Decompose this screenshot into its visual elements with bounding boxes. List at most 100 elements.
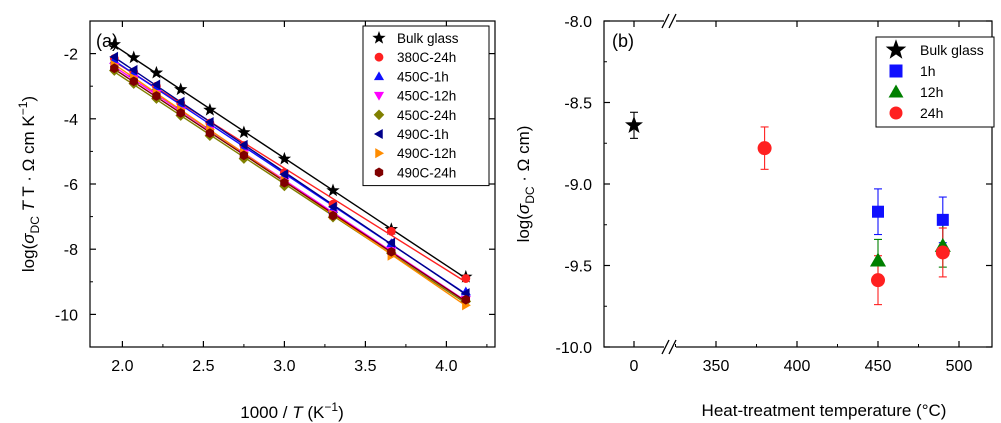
panel-a-x-axis-label: 1000 / T (K−1): [240, 400, 343, 422]
legend-label: 1h: [920, 63, 936, 79]
data-point: [107, 37, 121, 51]
x-tick-label: 500: [946, 358, 973, 375]
panel-b-ticks: 0 350 400 450 500 -8.0 -8.5 -9.0 -9.5 -10.0: [556, 14, 992, 375]
y-tick-label: -4: [64, 112, 78, 129]
data-point: [129, 76, 138, 87]
panel-a-ticks: 2.0 2.5 3.0 3.5 4.0 -2 -4 -6 -8 -10: [55, 20, 495, 375]
legend-box: [362, 25, 490, 187]
legend-marker: [372, 30, 386, 44]
legend-label: Bulk glass: [920, 42, 984, 58]
legend-label: 490C-12h: [397, 146, 456, 161]
fit-line: [113, 44, 467, 279]
panel-a-y-axis-label: log(σDC T T · Ω cm K−1): [16, 96, 42, 272]
break-slash: [661, 13, 670, 29]
legend-marker: [373, 109, 385, 121]
data-point: [935, 245, 950, 260]
y-tick-label: -6: [64, 177, 78, 194]
data-point: [460, 288, 470, 299]
data-point: [239, 150, 249, 161]
break-gap: [664, 18, 676, 24]
data-point: [279, 169, 289, 180]
y-tick-label: -8.5: [564, 96, 592, 113]
break-slash: [668, 339, 677, 355]
x-tick-label: 4.0: [435, 358, 457, 375]
data-point: [176, 108, 185, 118]
data-point: [238, 139, 248, 150]
fit-line: [113, 68, 467, 303]
data-point: [387, 246, 396, 257]
legend-marker: [888, 84, 904, 98]
legend-label: 490C-1h: [397, 127, 449, 142]
legend-label: 450C-24h: [397, 108, 456, 123]
data-point: [237, 125, 251, 139]
data-point: [872, 205, 884, 218]
data-point: [109, 51, 119, 62]
break-slash: [668, 13, 677, 29]
x-tick-label: 450: [865, 358, 892, 375]
legend-marker: [885, 39, 907, 59]
legend-marker: [373, 71, 385, 81]
data-point: [204, 117, 214, 128]
data-point: [205, 128, 215, 138]
legend-marker: [373, 128, 383, 140]
legend-marker: [374, 167, 384, 178]
data-point: [128, 64, 138, 75]
data-point: [127, 50, 141, 64]
panel-b-y-axis-label: log(σDC · Ω cm): [514, 126, 537, 243]
data-point: [461, 274, 471, 283]
panel-b-x-axis-label: Heat-treatment temperature (°C): [702, 401, 947, 420]
break-gap: [664, 344, 676, 350]
data-point: [327, 201, 337, 212]
legend-label: Bulk glass: [397, 31, 459, 46]
x-tick-label: 400: [784, 358, 811, 375]
legend-label: 450C-12h: [397, 89, 456, 104]
panel-a: 2.0 2.5 3.0 3.5 4.0 -2 -4 -6 -8 -10 (a) Bulk glas…: [16, 20, 496, 422]
legend-label: 24h: [920, 105, 943, 121]
legend-marker: [375, 148, 385, 159]
axis-break-mark: [661, 13, 677, 355]
y-tick-label: -10: [55, 307, 78, 324]
legend-marker: [889, 64, 903, 78]
x-tick-label: 0: [630, 358, 639, 375]
data-point: [326, 183, 340, 197]
data-point: [110, 63, 119, 74]
x-tick-label: 3.5: [354, 358, 376, 375]
x-tick-label: 3.0: [273, 358, 295, 375]
legend-marker: [373, 91, 385, 101]
data-point: [625, 115, 643, 133]
data-point: [149, 65, 164, 79]
data-point: [151, 79, 161, 90]
y-tick-label: -8.0: [564, 14, 592, 31]
x-tick-label: 350: [703, 358, 730, 375]
panel-b-data-layer: [625, 111, 951, 306]
panel-b: 0 350 400 450 500 -8.0 -8.5 -9.0 -9.5 -10.0 (b) B…: [514, 13, 995, 420]
data-point: [386, 237, 396, 248]
data-point: [757, 141, 772, 156]
legend-label: 380C-24h: [397, 50, 456, 65]
fit-line: [113, 71, 467, 304]
data-point: [871, 273, 885, 288]
y-tick-label: -9.5: [564, 259, 592, 276]
data-point: [203, 102, 217, 116]
data-point: [280, 177, 289, 188]
panel-b-legend: Bulk glass 1h 12h 24h: [875, 36, 995, 128]
data-point: [936, 213, 949, 226]
data-point: [869, 252, 887, 267]
legend-marker: [374, 52, 384, 62]
data-point: [386, 226, 396, 236]
x-tick-label: 2.5: [192, 358, 214, 375]
data-point: [174, 82, 188, 96]
fit-line: [113, 60, 467, 283]
data-point: [152, 91, 161, 101]
data-point: [328, 210, 338, 221]
legend-label: 450C-1h: [397, 69, 449, 84]
panel-a-label: (a): [96, 31, 118, 51]
fit-line: [113, 56, 467, 295]
legend-marker: [889, 106, 903, 120]
legend-label: 12h: [920, 84, 943, 100]
y-tick-label: -2: [64, 47, 78, 64]
y-tick-label: -10.0: [556, 340, 593, 357]
x-tick-label: 2.0: [111, 358, 133, 375]
legend-label: 490C-24h: [397, 165, 456, 180]
